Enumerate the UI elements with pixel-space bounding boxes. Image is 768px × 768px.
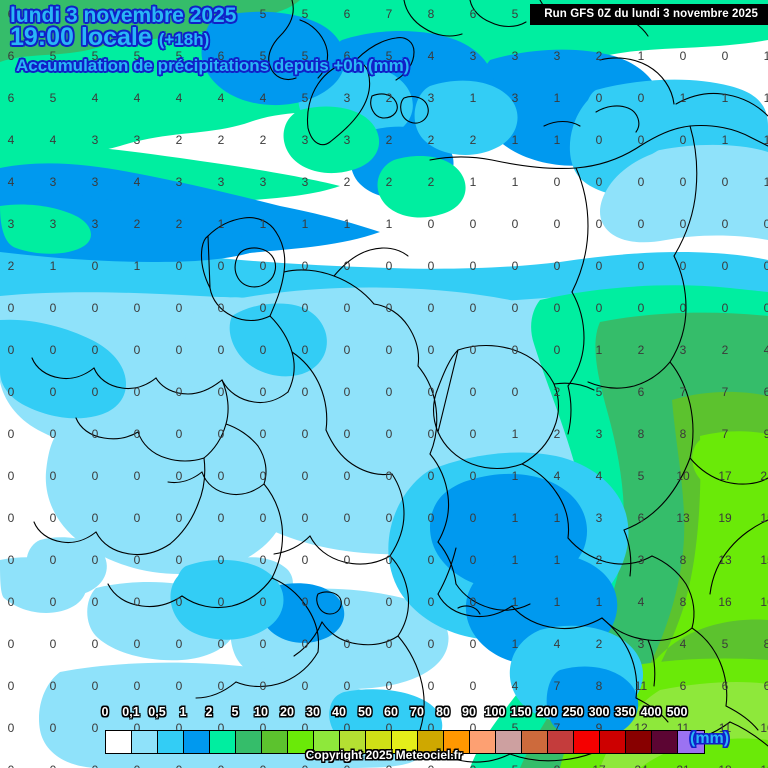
model-run-banner: Run GFS 0Z du lundi 3 novembre 2025 — [530, 4, 768, 25]
